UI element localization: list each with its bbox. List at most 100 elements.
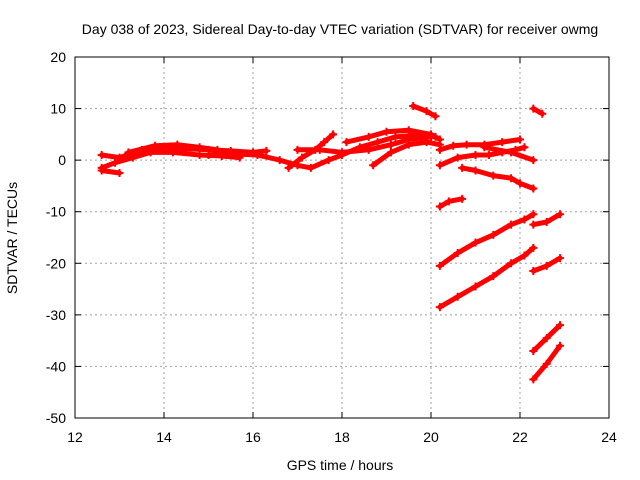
data-point: [542, 218, 551, 227]
data-point: [507, 259, 516, 268]
data-point: [195, 143, 204, 152]
series-arc-22: [529, 341, 565, 384]
data-point: [324, 156, 333, 165]
series-arc-18: [529, 104, 547, 118]
data-point: [516, 179, 524, 188]
data-point: [111, 158, 120, 167]
data-point: [462, 140, 471, 149]
y-tick-label: -30: [46, 307, 66, 323]
data-point: [369, 161, 378, 170]
data-point: [444, 197, 453, 206]
x-tick-label: 24: [601, 429, 617, 445]
series-arc-17: [435, 243, 538, 312]
data-point: [484, 150, 493, 159]
x-tick-label: 14: [156, 429, 172, 445]
data-point: [489, 171, 498, 180]
data-point: [253, 150, 262, 159]
data-point: [364, 145, 373, 154]
data-point: [284, 163, 293, 172]
data-point: [542, 261, 551, 270]
data-point: [275, 156, 284, 165]
data-point: [262, 146, 271, 155]
data-point: [173, 140, 182, 149]
data-point: [435, 303, 444, 312]
y-axis-label: SDTVAR / TECUs: [4, 182, 20, 294]
x-tick-label: 12: [67, 429, 83, 445]
data-point: [471, 282, 480, 291]
data-point: [409, 101, 418, 110]
x-tick-label: 20: [423, 429, 439, 445]
data-point: [231, 149, 240, 158]
series-arc-15: [435, 194, 467, 211]
data-point: [195, 150, 204, 159]
data-point: [386, 148, 395, 157]
data-point: [373, 138, 382, 147]
data-point: [97, 150, 106, 159]
data-point: [529, 210, 538, 219]
data-point: [538, 109, 547, 118]
data-point: [404, 126, 413, 135]
data-point: [556, 341, 565, 350]
data-point: [115, 153, 124, 162]
data-point: [529, 220, 538, 229]
data-point: [489, 272, 498, 281]
data-point: [453, 292, 462, 301]
data-point: [529, 104, 538, 113]
series-line: [437, 196, 465, 210]
x-tick-label: 18: [334, 429, 350, 445]
data-point: [498, 138, 507, 147]
data-point: [453, 248, 462, 257]
data-point: [391, 132, 400, 141]
data-point: [293, 145, 302, 154]
y-tick-label: -20: [46, 255, 66, 271]
series-arc-21: [529, 321, 565, 355]
x-axis-label: GPS time / hours: [287, 457, 394, 473]
data-point: [458, 194, 467, 203]
series-arc-10: [409, 101, 440, 121]
series-arc-20: [529, 254, 565, 276]
data-point: [382, 127, 391, 136]
x-axis: 12 14 16 18 20 22 24: [67, 57, 617, 445]
data-point: [422, 107, 431, 116]
data-point: [435, 202, 444, 211]
data-point: [471, 238, 480, 247]
x-tick-label: 22: [512, 429, 528, 445]
data-point: [471, 150, 480, 159]
data-point: [115, 169, 124, 178]
series-arc-03: [97, 166, 124, 178]
y-axis: 20 10 0 -10 -20 -30 -40 -50: [46, 49, 609, 426]
data-point: [507, 220, 516, 229]
data-point: [529, 375, 538, 384]
data-point: [315, 145, 324, 154]
data-point: [556, 254, 565, 263]
data-point: [458, 163, 467, 172]
x-tick-label: 16: [245, 429, 261, 445]
y-tick-label: 0: [58, 152, 66, 168]
series-arc-11: [435, 135, 524, 154]
y-tick-label: -40: [46, 358, 66, 374]
series-arc-08: [342, 126, 444, 147]
data-point: [435, 161, 444, 170]
data-point: [520, 251, 529, 260]
data-point: [529, 184, 538, 193]
data-point: [507, 148, 516, 157]
data-point: [507, 174, 516, 183]
series-arc-16: [435, 210, 538, 270]
data-point: [556, 210, 565, 219]
data-point: [364, 132, 373, 141]
data-point: [542, 334, 551, 343]
data-point: [556, 321, 565, 330]
series-arc-19: [529, 210, 565, 229]
data-point: [97, 166, 106, 175]
data-point: [435, 145, 444, 154]
data-point: [204, 150, 213, 159]
y-tick-label: 20: [50, 49, 66, 65]
data-point: [404, 140, 413, 149]
series-arc-07: [293, 132, 435, 157]
data-point: [453, 153, 462, 162]
data-point: [529, 243, 538, 252]
series-arc-14: [458, 163, 538, 193]
data-point: [151, 141, 160, 150]
data-point: [297, 153, 306, 162]
